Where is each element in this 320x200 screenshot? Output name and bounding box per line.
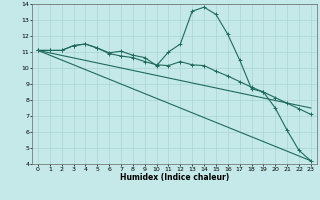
X-axis label: Humidex (Indice chaleur): Humidex (Indice chaleur)	[120, 173, 229, 182]
